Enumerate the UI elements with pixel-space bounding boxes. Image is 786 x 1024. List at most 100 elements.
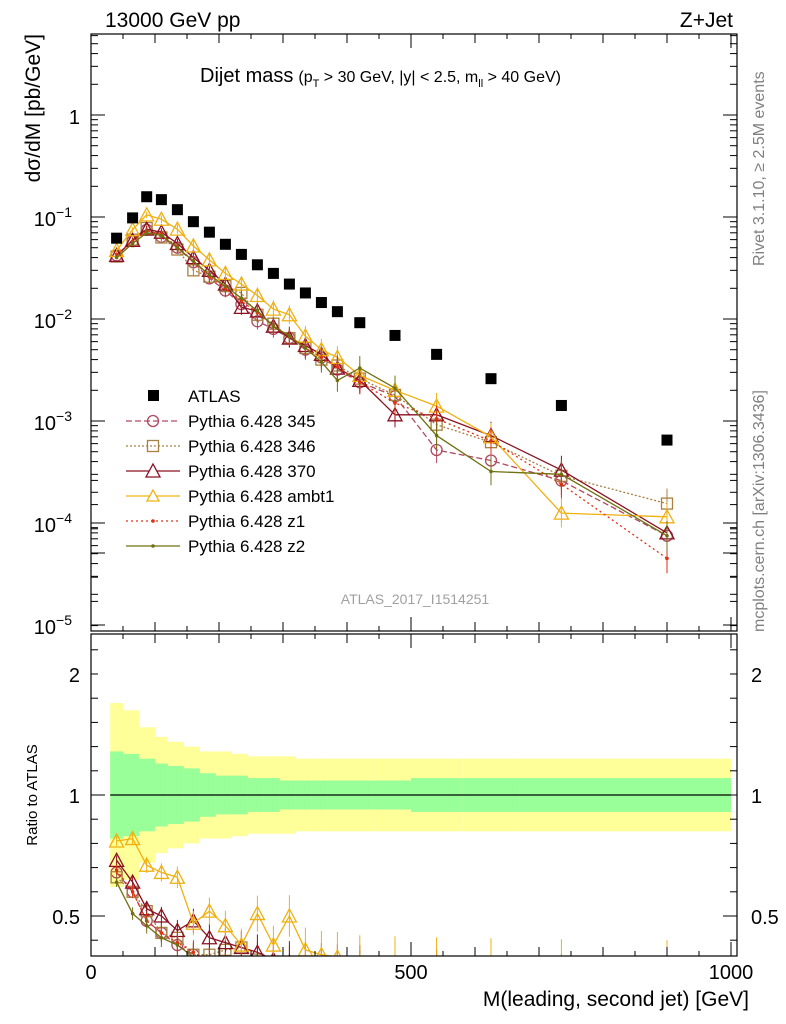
atlas-data-point: [331, 306, 343, 318]
ratio-marker-p370: [217, 934, 234, 950]
side-text-bottom: mcplots.cern.ch [arXiv:1306.3436]: [751, 390, 768, 632]
ratio-marker-pambt1: [484, 962, 498, 975]
ratio-marker-pz2: [130, 911, 135, 916]
series-marker-pz2: [255, 309, 260, 313]
ratio-marker-p345: [204, 959, 215, 970]
series-marker-pz2: [207, 273, 212, 277]
ratio-marker-p346: [431, 978, 442, 989]
ratio-marker-pz1: [358, 984, 362, 988]
ratio-line-p370: [116, 859, 268, 956]
series-marker-pz2: [665, 533, 669, 538]
ratio-marker-pz2: [240, 967, 244, 971]
ratio-marker-p345: [220, 961, 231, 972]
bottom-ylabel: Ratio to ATLAS: [24, 744, 41, 845]
ytick-label-0.01: 10−2: [34, 306, 72, 333]
top-ylabel: dσ/dM [pb/GeV]: [22, 34, 45, 182]
ratio-marker-p370: [153, 907, 170, 923]
ratio-marker-p370: [288, 953, 291, 956]
series-marker-pz2: [159, 233, 164, 238]
legend-item-346: Pythia 6.428 346: [126, 437, 316, 456]
ratio-marker-p345: [300, 973, 311, 984]
legend-label-atlas: ATLAS: [188, 387, 241, 406]
atlas-data-point: [111, 232, 123, 244]
ratio-marker-p345: [268, 969, 279, 980]
ratio-marker-pambt1: [358, 953, 362, 956]
ratio-tick-0.5-right: 0.5: [751, 907, 779, 929]
legend-marker-370: [144, 462, 162, 478]
series-marker-pz2: [191, 259, 196, 263]
ratio-marker-p346: [332, 969, 343, 980]
series-marker-pambt1: [201, 251, 218, 267]
series-marker-pz2: [287, 334, 292, 338]
ratio-marker-pz1: [208, 960, 212, 964]
series-marker-pz2: [175, 245, 180, 250]
series-marker-pz1: [114, 252, 119, 257]
series-marker-pambt1: [553, 504, 570, 520]
atlas-data-point: [555, 399, 567, 411]
atlas-data-point: [389, 329, 401, 341]
series-marker-pz2: [303, 346, 308, 350]
atlas-data-point: [251, 259, 263, 271]
atlas-data-point: [485, 373, 497, 385]
ytick-label-0.00001: 10−5: [34, 612, 72, 639]
legend-item-atlas: ATLAS: [148, 387, 241, 406]
legend-marker-z2: [151, 544, 155, 548]
ratio-marker-pz2: [159, 935, 164, 940]
ratio-marker-p370: [201, 929, 218, 945]
series-marker-p370: [124, 232, 141, 248]
ratio-marker-pambt1: [249, 905, 266, 921]
xtick-label-500: 500: [394, 962, 427, 984]
ratio-marker-pambt1: [430, 960, 444, 973]
ratio-marker-p346: [316, 966, 327, 977]
bottom-yticks: [91, 479, 737, 941]
series-marker-pambt1: [249, 287, 266, 303]
series-marker-pz1: [335, 364, 340, 369]
ratio-marker-pz2: [272, 972, 276, 976]
ytick-label-1: 1: [69, 107, 80, 129]
ratio-marker-pambt1: [297, 941, 314, 956]
atlas-data-point: [219, 238, 231, 250]
ratio-marker-pz2: [304, 977, 308, 981]
ratio-marker-pz2: [224, 965, 228, 969]
top-frame: [90, 33, 738, 632]
ratio-marker-p346: [354, 971, 365, 982]
atlas-data-point: [155, 194, 167, 206]
atlas-data-point: [315, 297, 327, 309]
ratio-marker-pz1: [256, 970, 260, 974]
legend-marker-z1: [151, 519, 155, 523]
series-marker-pz2: [559, 472, 564, 477]
xtick-label-1000: 1000: [709, 962, 754, 984]
ratio-tick-0.5-left: 0.5: [52, 907, 80, 929]
ratio-marker-pz2: [144, 923, 149, 928]
ratio-marker-pambt1: [217, 917, 234, 933]
ratio-line-pz1: [116, 869, 201, 956]
ratio-marker-pz2: [114, 880, 119, 884]
series-marker-pambt1: [153, 210, 170, 226]
ratio-tick-2-right: 2: [751, 665, 762, 687]
ratio-marker-p370: [298, 957, 312, 970]
ratio-marker-p370: [250, 943, 264, 956]
atlas-data-point: [235, 248, 247, 260]
ratio-marker-p370: [330, 962, 344, 975]
legend-item-370: Pythia 6.428 370: [126, 462, 316, 481]
ratio-marker-p345: [284, 971, 295, 982]
atlas-data-point: [431, 348, 443, 360]
legend-label-z1: Pythia 6.428 z1: [188, 512, 305, 531]
series-marker-pz1: [665, 556, 669, 561]
legend-marker-ambt1: [145, 488, 161, 502]
side-text-top: Rivet 3.1.10, ≥ 2.5M events: [751, 71, 768, 266]
ratio-marker-pz2: [208, 960, 212, 964]
ratio-marker-pz1: [288, 975, 292, 979]
series-marker-pz1: [489, 438, 493, 443]
ratio-marker-p346: [284, 961, 295, 972]
ratio-marker-pz2: [320, 980, 324, 984]
series-marker-pz2: [223, 284, 228, 288]
atlas-data-point: [141, 191, 153, 203]
series-marker-pambt1: [138, 206, 155, 222]
series-marker-pambt1: [265, 300, 282, 316]
legend-label-345: Pythia 6.428 345: [188, 412, 316, 431]
series-marker-pz1: [434, 417, 439, 421]
ratio-marker-pz1: [114, 868, 119, 872]
ratio-marker-pambt1: [554, 965, 568, 978]
series-marker-pambt1: [124, 221, 141, 237]
